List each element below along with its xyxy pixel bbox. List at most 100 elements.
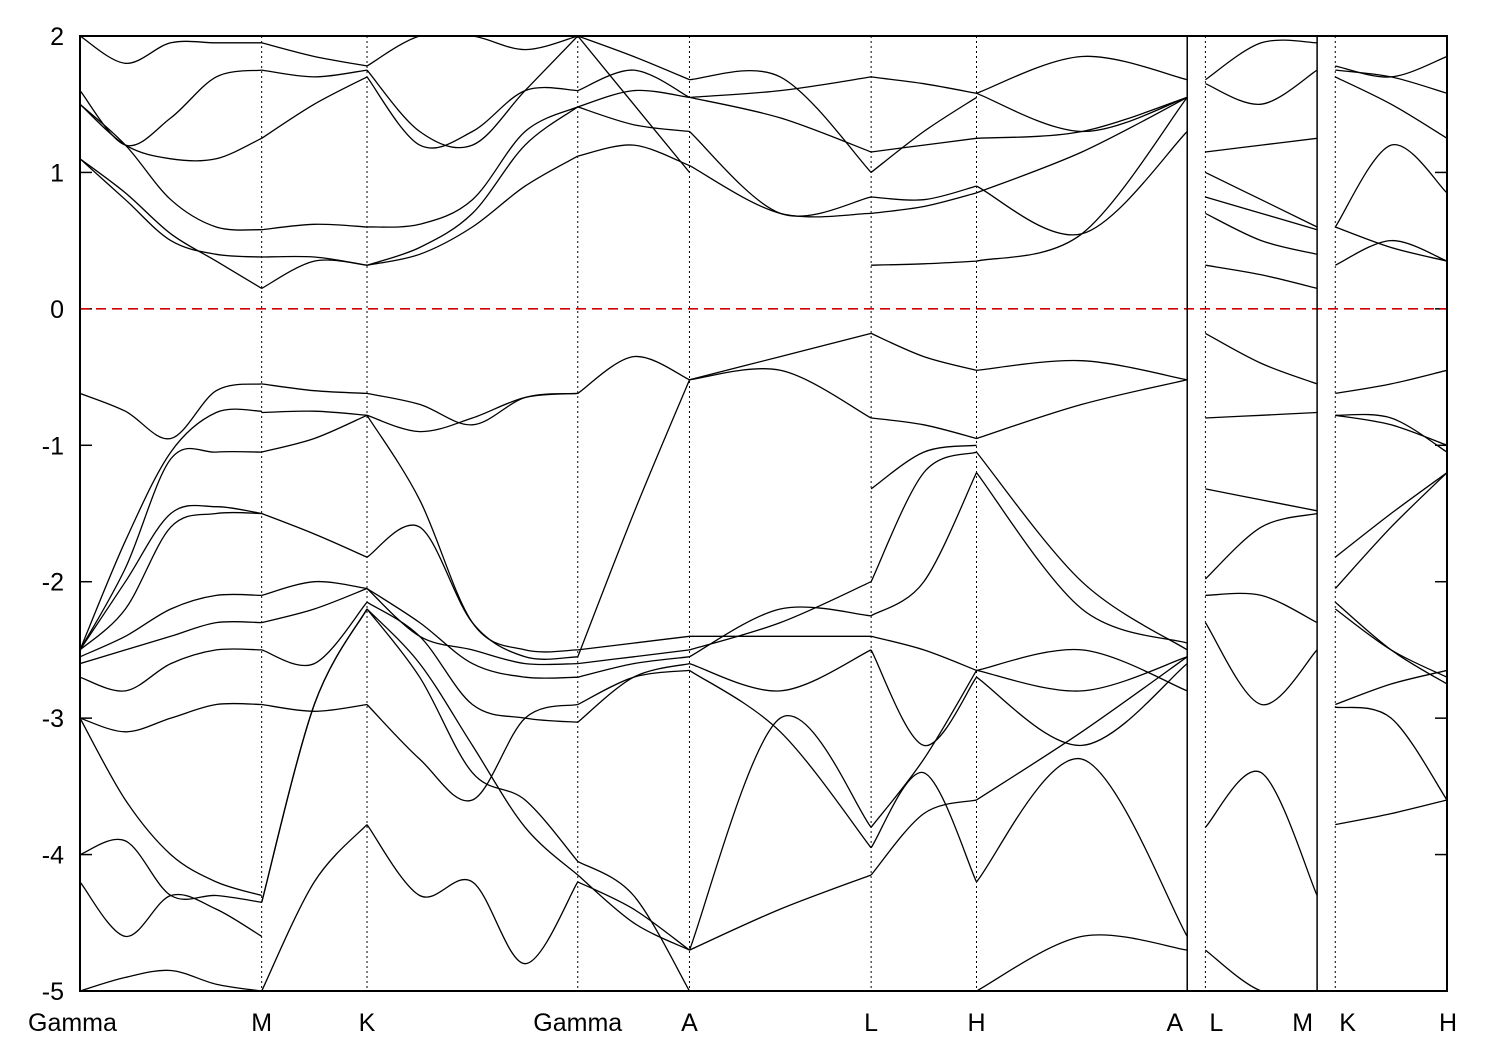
x-tick-label: H	[1439, 1009, 1457, 1037]
band-line	[261, 703, 368, 712]
band-line	[261, 601, 368, 667]
band-line	[261, 580, 368, 597]
band-line	[976, 379, 1188, 440]
y-tick-label: -5	[42, 978, 64, 1006]
band-line	[689, 649, 872, 692]
y-tick-label: -2	[42, 569, 64, 597]
band-line	[870, 96, 977, 173]
band-line	[689, 76, 872, 99]
band-line	[261, 410, 368, 416]
x-tick-label: Gamma	[28, 1009, 117, 1037]
band-line	[366, 608, 579, 876]
band-line	[366, 76, 578, 149]
band-line	[689, 165, 872, 218]
band-line	[1204, 622, 1318, 706]
band-line	[1205, 411, 1318, 419]
band-line	[1335, 706, 1447, 801]
band-line	[1205, 137, 1318, 153]
band-line	[577, 860, 691, 991]
band-line	[689, 368, 872, 419]
band-line	[976, 656, 1188, 692]
band-line	[870, 332, 977, 371]
band-line	[1335, 669, 1447, 706]
band-line	[80, 103, 262, 231]
band-line	[261, 255, 368, 266]
band-line	[261, 76, 368, 139]
x-tick-label: K	[1339, 1009, 1356, 1037]
band-line	[80, 408, 262, 651]
band-line	[80, 838, 262, 903]
band-line	[689, 96, 872, 153]
band-line	[976, 131, 1188, 236]
band-line	[1205, 592, 1318, 624]
band-line	[1205, 332, 1318, 385]
band-line	[261, 608, 368, 903]
band-line	[1205, 69, 1318, 105]
band-line	[577, 36, 691, 173]
band-line	[80, 103, 262, 162]
band-line	[577, 355, 690, 394]
band-line	[689, 669, 872, 849]
band-line	[80, 620, 262, 665]
band-line	[577, 874, 690, 951]
high-symmetry-lines	[261, 36, 1336, 991]
band-line	[871, 260, 977, 266]
band-line	[870, 772, 978, 883]
band-line	[689, 606, 872, 658]
band-line	[80, 383, 262, 440]
band-line	[870, 635, 977, 672]
band-line	[1205, 196, 1318, 231]
band-line	[870, 444, 977, 490]
band-line	[1335, 69, 1447, 94]
x-tick-label: H	[967, 1009, 985, 1037]
band-line	[1335, 413, 1447, 453]
band-line	[689, 332, 872, 381]
band-line	[1204, 512, 1318, 580]
band-line	[80, 158, 263, 289]
band-line	[80, 881, 263, 938]
y-tick-label: -1	[42, 432, 64, 460]
band-line	[261, 42, 368, 67]
y-tick-label: 0	[50, 296, 64, 324]
band-line	[1335, 76, 1447, 139]
band-line	[976, 359, 1188, 381]
band-line	[976, 656, 1188, 801]
band-line	[261, 587, 368, 624]
band-line	[261, 383, 368, 395]
band-line	[870, 472, 978, 617]
x-tick-label: A	[1167, 1009, 1184, 1037]
band-line	[577, 881, 690, 951]
band-line	[871, 417, 977, 440]
band-line	[80, 447, 262, 651]
band-line	[1205, 264, 1318, 290]
band-line	[366, 414, 578, 653]
band-line	[1334, 608, 1447, 678]
band-line	[976, 96, 1188, 139]
band-line	[1335, 55, 1447, 78]
band-line	[1335, 799, 1447, 826]
band-line	[1205, 212, 1318, 255]
band-line	[577, 144, 690, 167]
band-line	[261, 414, 368, 453]
band-line	[976, 758, 1188, 937]
band-line	[1335, 239, 1447, 266]
band-line	[1334, 472, 1447, 558]
band-line	[366, 155, 579, 266]
band-line	[80, 69, 262, 147]
band-line	[1205, 949, 1318, 991]
band-line	[1334, 472, 1447, 589]
band-line	[366, 587, 578, 679]
band-line	[577, 635, 690, 651]
band-line	[871, 185, 977, 201]
x-tick-label: K	[359, 1009, 376, 1037]
band-line	[870, 451, 977, 582]
band-line	[870, 649, 978, 747]
band-line	[871, 192, 977, 215]
band-line	[1205, 39, 1318, 81]
band-line	[577, 656, 690, 678]
x-axis-labels: Gamma M K Gamma A L H A L M K H	[28, 1009, 1457, 1037]
x-tick-label: L	[1209, 1009, 1223, 1037]
y-axis-ticks: 2 1 0 -1 -2 -3 -4 -5	[42, 23, 1447, 1006]
band-line	[366, 601, 578, 723]
